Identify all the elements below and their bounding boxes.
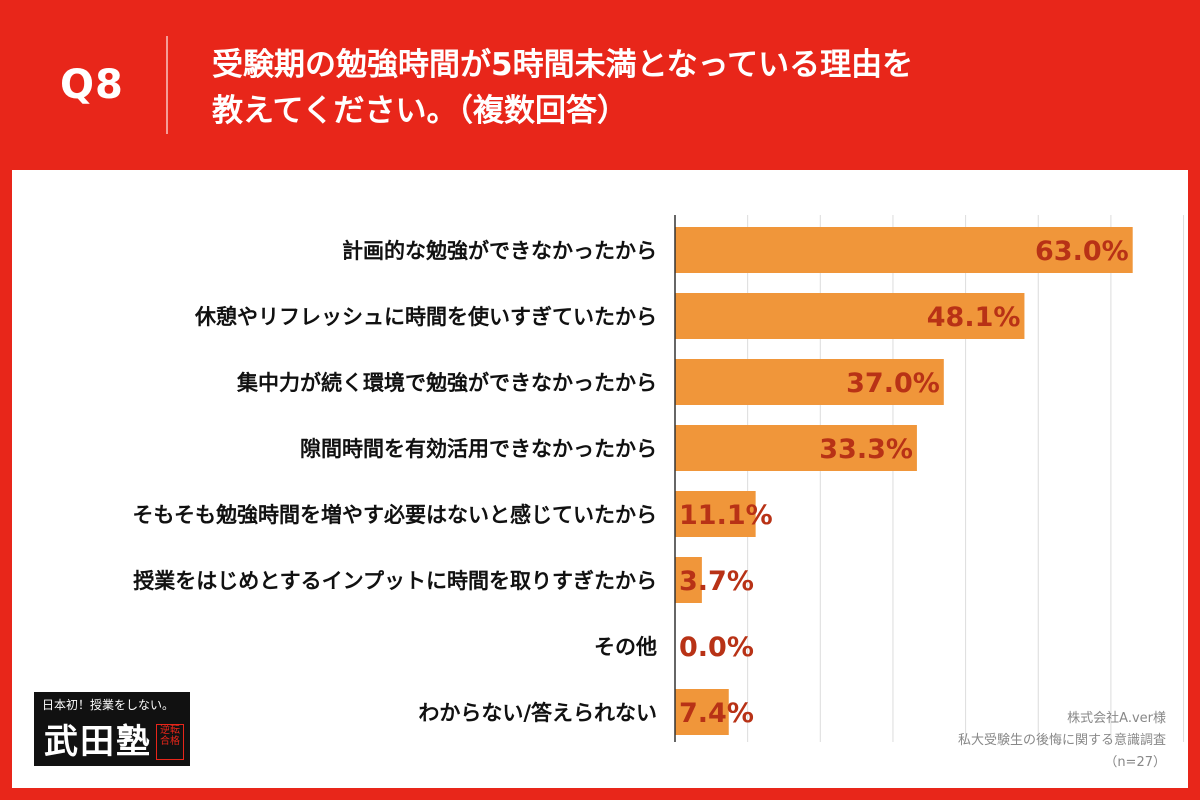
value-label-3: 33.3% <box>819 434 913 465</box>
source-sample: （n=27） <box>1104 755 1166 770</box>
header-banner: Q8 受験期の勉強時間が5時間未満となっている理由を 教えてください。（複数回答… <box>0 0 1200 170</box>
bar-0 <box>675 227 1133 273</box>
category-label-1: 休憩やリフレッシュに時間を使いすぎていたから <box>194 305 657 329</box>
header-divider <box>166 36 168 134</box>
category-label-3: 隙間時間を有効活用できなかったから <box>300 437 657 461</box>
source-survey: 私大受験生の後悔に関する意識調査 <box>957 733 1166 748</box>
bar-7 <box>675 689 729 735</box>
category-label-4: そもそも勉強時間を増やす必要はないと感じていたから <box>132 503 657 527</box>
value-label-0: 63.0% <box>1035 236 1129 267</box>
question-number: Q8 <box>60 62 124 108</box>
bar-1 <box>675 293 1025 339</box>
value-label-5: 3.7% <box>679 566 754 597</box>
bar-chart: 63.0% 計画的な勉強ができなかったから 48.1% 休憩やリフレッシュに時間を使い… <box>132 215 1185 742</box>
value-label-1: 48.1% <box>927 302 1021 333</box>
category-label-7: わからない/答えられない <box>418 701 657 725</box>
category-label-5: 授業をはじめとするインプットに時間を取りすぎたから <box>133 569 657 593</box>
question-title-line1: 受験期の勉強時間が5時間未満となっている理由を <box>212 47 914 83</box>
bar-2 <box>675 359 944 405</box>
question-title: 受験期の勉強時間が5時間未満となっている理由を 教えてください。（複数回答） <box>212 42 1172 134</box>
value-label-7: 7.4% <box>679 698 754 729</box>
value-label-6: 0.0% <box>679 632 754 663</box>
value-label-4: 11.1% <box>679 500 773 531</box>
takedajuku-logo: 日本初！授業をしない。 武田塾 逆転合格 <box>34 692 190 766</box>
bar-4 <box>675 491 756 537</box>
question-title-line2: 教えてください。（複数回答） <box>212 93 629 129</box>
category-label-0: 計画的な勉強ができなかったから <box>342 239 657 263</box>
value-label-2: 37.0% <box>846 368 940 399</box>
logo-stamp: 逆転合格 <box>156 724 184 760</box>
category-label-2: 集中力が続く環境で勉強ができなかったから <box>236 371 657 395</box>
bar-5 <box>675 557 702 603</box>
category-label-6: その他 <box>594 635 657 659</box>
bar-3 <box>675 425 917 471</box>
chart-panel: 63.0% 計画的な勉強ができなかったから 48.1% 休憩やリフレッシュに時間を使い… <box>12 170 1188 788</box>
source-company: 株式会社A.ver様 <box>1067 711 1166 726</box>
source-note: 株式会社A.ver様 私大受験生の後悔に関する意識調査 （n=27） <box>958 708 1166 774</box>
logo-tagline: 日本初！授業をしない。 <box>42 698 175 712</box>
logo-name: 武田塾 <box>44 722 152 762</box>
